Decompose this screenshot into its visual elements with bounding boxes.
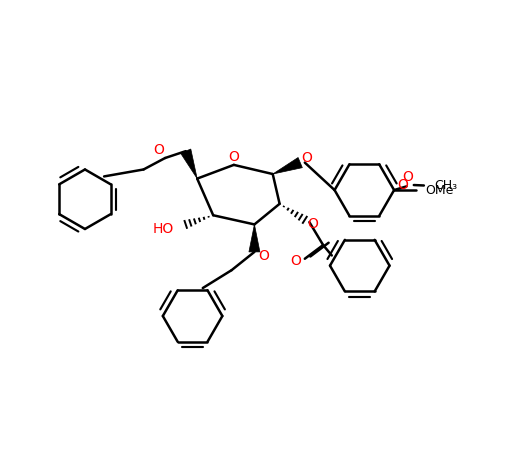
Text: O: O bbox=[258, 249, 269, 262]
Text: O: O bbox=[397, 178, 408, 191]
Polygon shape bbox=[181, 149, 197, 179]
Text: O: O bbox=[402, 170, 413, 184]
Text: O: O bbox=[153, 143, 164, 157]
Polygon shape bbox=[273, 158, 303, 174]
Text: CH₃: CH₃ bbox=[434, 179, 457, 192]
Text: OMe: OMe bbox=[425, 184, 454, 196]
Text: O: O bbox=[290, 254, 301, 268]
Text: O: O bbox=[308, 217, 319, 230]
Text: O: O bbox=[228, 150, 239, 164]
Text: O: O bbox=[301, 151, 312, 165]
Polygon shape bbox=[249, 224, 260, 252]
Text: HO: HO bbox=[153, 222, 174, 236]
